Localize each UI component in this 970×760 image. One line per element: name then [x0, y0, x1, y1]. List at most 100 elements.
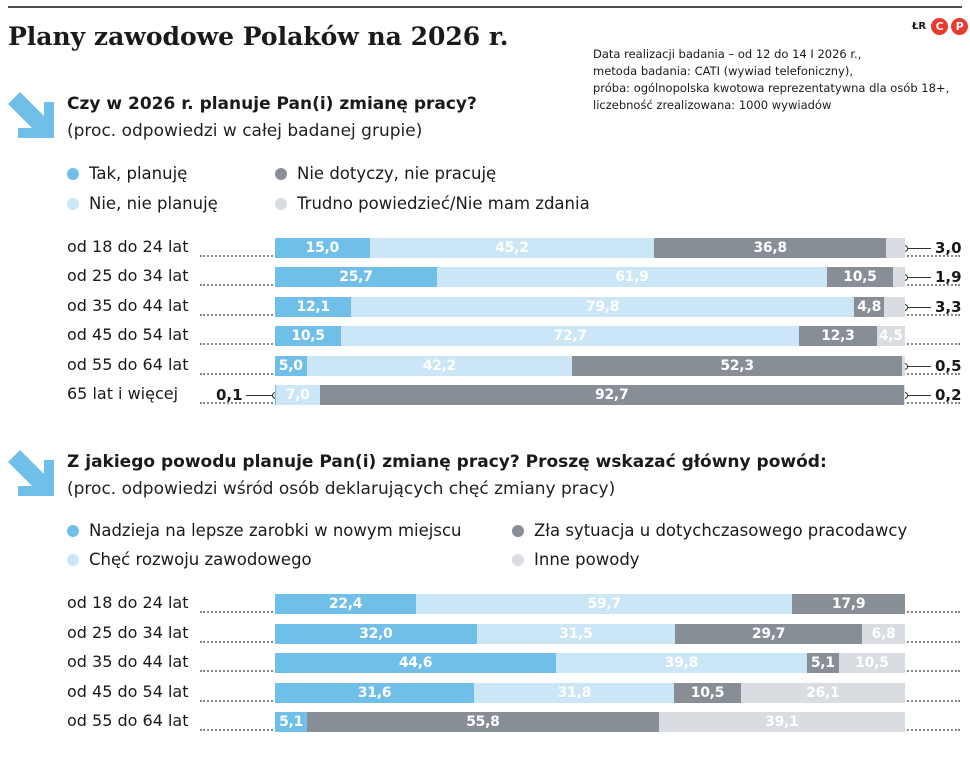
- leader-line: [905, 248, 931, 249]
- bar-segment: 5,1: [806, 653, 839, 673]
- data-label: 0,2: [935, 386, 962, 404]
- data-label: 12,3: [821, 328, 855, 345]
- data-label: 42,2: [422, 357, 457, 374]
- data-label: 3,0: [935, 239, 962, 257]
- bar-segment: 15,0: [275, 238, 370, 258]
- legend-label: Chęć rozwoju zawodowego: [89, 550, 312, 569]
- leader-line: [905, 395, 931, 396]
- stacked-bar: 10,5 72,7 12,3 4,5: [275, 326, 905, 347]
- legend-item: Zła sytuacja u dotychczasowego pracodawc…: [512, 521, 907, 540]
- data-label: 26,1: [806, 684, 840, 701]
- data-label: 6,8: [871, 625, 896, 642]
- data-label: 5,0: [278, 357, 303, 374]
- category-label: od 45 do 54 lat: [67, 681, 189, 701]
- leader-line: [246, 395, 275, 396]
- category-label: od 35 do 44 lat: [67, 295, 189, 315]
- data-label: 3,3: [935, 297, 962, 316]
- data-label: 0,1: [216, 386, 243, 404]
- bar-segment: 44,6: [275, 653, 556, 673]
- logo-initials: ŁR: [912, 21, 927, 32]
- bar-segment: 26,1: [740, 682, 905, 703]
- bar-segment: 31,6: [275, 682, 475, 703]
- data-label: 17,9: [831, 596, 866, 612]
- source-note-line: próba: ogólnopolska kwotowa reprezentaty…: [593, 81, 950, 95]
- leader-line: [905, 365, 931, 367]
- data-label: 61,9: [615, 269, 649, 286]
- data-label: 29,7: [751, 625, 786, 642]
- legend-label: Zła sytuacja u dotychczasowego pracodawc…: [534, 521, 908, 540]
- bar-segment: 22,4: [275, 594, 417, 614]
- legend-label: Nie, nie planuję: [89, 194, 218, 213]
- chart1-subtitle: (proc. odpowiedzi w całej badanej grupie…: [67, 121, 423, 141]
- data-label: 44,6: [398, 655, 433, 671]
- bar-segment: 6,8: [862, 623, 905, 644]
- bar-segment: 10,5: [826, 267, 894, 288]
- data-label: 1,9: [935, 268, 962, 287]
- data-label: 12,1: [296, 298, 330, 315]
- bar-segment: 31,5: [476, 623, 676, 644]
- stacked-bar: 15,0 45,2 36,8: [275, 238, 905, 258]
- data-label: 31,5: [559, 625, 593, 642]
- bar-segment: [275, 385, 276, 405]
- data-label: 4,5: [878, 328, 903, 345]
- data-label: 15,0: [305, 240, 340, 256]
- legend-label: Inne powody: [534, 550, 640, 569]
- bar-segment: 39,8: [555, 653, 807, 673]
- stacked-bar: 22,4 59,7 17,9: [275, 594, 905, 614]
- logo-letter-p: P: [951, 18, 969, 35]
- legend-dot: [275, 197, 287, 210]
- bar-segment: [901, 355, 905, 376]
- logo-letter-c: C: [931, 18, 949, 35]
- page-title: Plany zawodowe Polaków na 2026 r.: [8, 22, 509, 51]
- data-label: 4,8: [857, 298, 882, 315]
- bar-segment: 5,0: [275, 355, 307, 376]
- bar-segment: [884, 296, 905, 317]
- bar-segment: 79,8: [351, 296, 854, 317]
- bar-segment: 92,7: [319, 385, 904, 405]
- source-note-line: metoda badania: CATI (wywiad telefoniczn…: [593, 64, 853, 78]
- stacked-bar: 44,6 39,8 5,1 10,5: [275, 653, 905, 673]
- bar-segment: 55,8: [307, 712, 659, 732]
- legend-item: Nie, nie planuję: [67, 194, 218, 213]
- legend-item: Nie dotyczy, nie pracuję: [275, 164, 496, 183]
- source-note-line: Data realizacji badania – od 12 do 14 I …: [593, 47, 862, 61]
- bar-segment: [893, 267, 905, 288]
- bar-segment: [886, 238, 905, 258]
- bar-segment: 42,2: [306, 355, 573, 376]
- arrow-down-right-icon: [8, 92, 54, 138]
- bar-segment: 31,8: [474, 682, 675, 703]
- legend-label: Tak, planuję: [89, 164, 188, 183]
- bar-segment: 12,3: [799, 326, 877, 347]
- top-rule: [8, 6, 962, 8]
- bar-segment: 7,0: [275, 385, 320, 405]
- bar-segment: 10,5: [674, 682, 741, 703]
- category-label: od 25 do 34 lat: [67, 266, 189, 286]
- data-label: 5,1: [810, 655, 835, 671]
- leader-line: [905, 277, 931, 279]
- category-label: od 55 do 64 lat: [67, 711, 189, 730]
- bar-segment: 32,0: [275, 623, 477, 644]
- stacked-bar: 5,0 42,2 52,3: [275, 355, 905, 376]
- chart2-title: Z jakiego powodu planuje Pan(i) zmianę p…: [67, 452, 827, 472]
- stacked-bar: 32,0 31,5 29,7 6,8: [275, 623, 905, 644]
- bar-segment: 10,5: [275, 326, 342, 347]
- source-note: Data realizacji badania – od 12 do 14 I …: [593, 46, 949, 114]
- legend-item: Tak, planuję: [67, 164, 187, 183]
- legend-item: Chęć rozwoju zawodowego: [67, 550, 312, 569]
- legend-dot: [512, 553, 524, 566]
- data-label: 10,5: [855, 655, 889, 671]
- data-label: 72,7: [553, 328, 587, 345]
- data-label: 52,3: [720, 357, 754, 374]
- legend-label: Trudno powiedzieć/Nie mam zdania: [297, 194, 590, 213]
- bar-segment: 10,5: [838, 653, 905, 673]
- bar-segment: 45,2: [369, 238, 655, 258]
- publisher-logo: ŁR C P: [912, 18, 969, 35]
- chart1-title: Czy w 2026 r. planuje Pan(i) zmianę prac…: [67, 94, 477, 114]
- data-label: 10,5: [690, 684, 725, 701]
- source-note-line: liczebność zrealizowana: 1000 wywiadów: [593, 98, 832, 112]
- data-label: 36,8: [753, 240, 787, 256]
- legend-item: Trudno powiedzieć/Nie mam zdania: [275, 194, 590, 213]
- stacked-bar: 12,1 79,8 4,8: [275, 296, 905, 317]
- bar-segment: 25,7: [275, 267, 437, 288]
- bar-segment: 59,7: [416, 594, 793, 614]
